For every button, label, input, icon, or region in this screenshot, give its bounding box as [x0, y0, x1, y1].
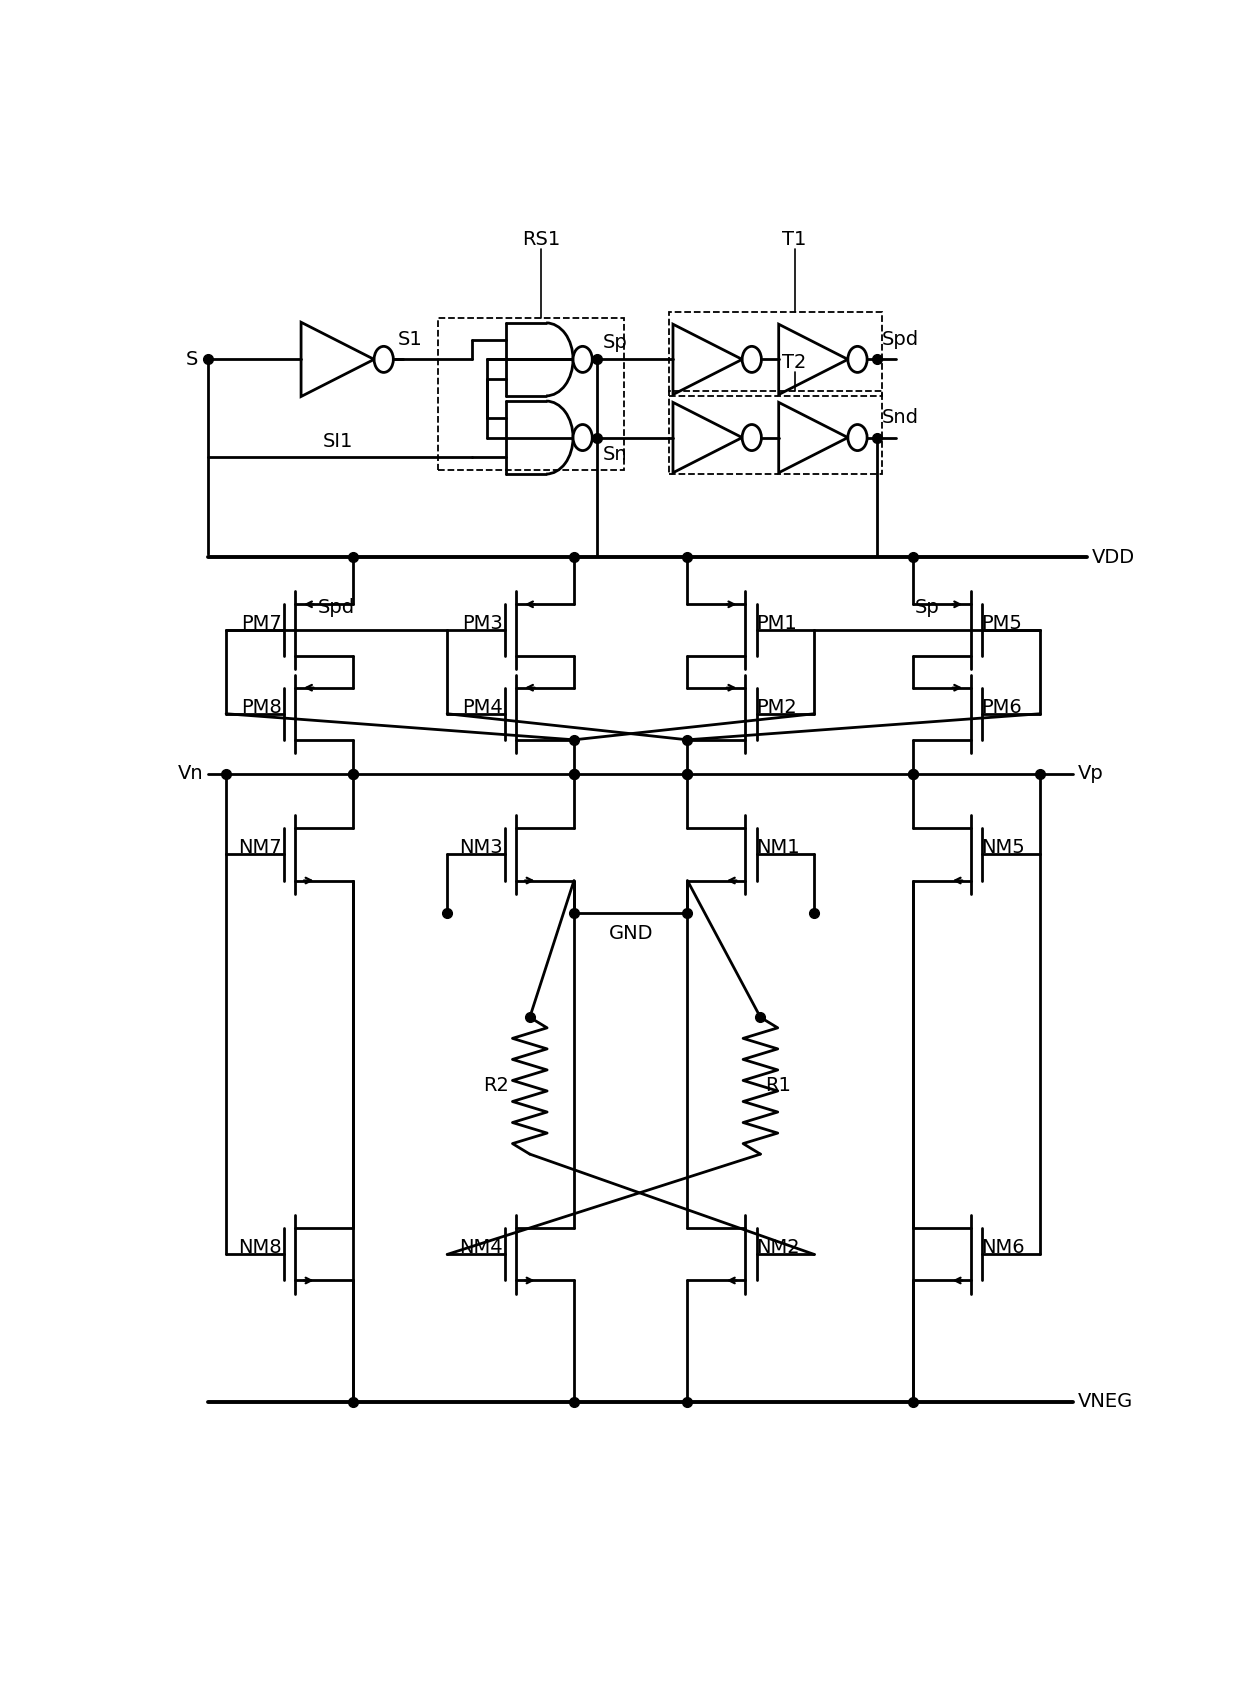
Circle shape [573, 425, 593, 450]
Text: PM1: PM1 [755, 614, 796, 633]
Text: NM7: NM7 [238, 839, 281, 858]
Text: VNEG: VNEG [1078, 1393, 1133, 1411]
Text: Vn: Vn [177, 765, 203, 783]
Text: Spd: Spd [319, 599, 355, 618]
Text: PM5: PM5 [982, 614, 1022, 633]
Text: Snd: Snd [882, 408, 919, 426]
Text: NM4: NM4 [459, 1239, 503, 1257]
Bar [670, 313, 882, 396]
Text: Vp: Vp [1078, 765, 1104, 783]
Text: GND: GND [609, 924, 653, 942]
Text: PM4: PM4 [463, 697, 503, 717]
Text: NM8: NM8 [238, 1239, 281, 1257]
Text: NM2: NM2 [755, 1239, 800, 1257]
Circle shape [374, 347, 393, 372]
Text: PM2: PM2 [755, 697, 796, 717]
Text: PM6: PM6 [982, 697, 1022, 717]
Text: PM8: PM8 [241, 697, 281, 717]
Text: PM3: PM3 [463, 614, 503, 633]
Circle shape [573, 347, 593, 372]
Circle shape [743, 425, 761, 450]
Text: SI1: SI1 [322, 433, 352, 452]
Text: RS1: RS1 [522, 230, 560, 249]
Text: Spd: Spd [882, 330, 919, 349]
Bar [439, 318, 624, 470]
Text: VDD: VDD [1092, 548, 1135, 567]
Text: Sp: Sp [915, 599, 940, 618]
Text: S: S [186, 350, 198, 369]
Circle shape [848, 425, 867, 450]
Text: T1: T1 [782, 230, 807, 249]
Text: R1: R1 [765, 1076, 791, 1095]
Text: NM5: NM5 [982, 839, 1025, 858]
Circle shape [743, 347, 761, 372]
Text: Sp: Sp [603, 333, 627, 352]
Circle shape [848, 347, 867, 372]
Text: Sn: Sn [603, 445, 627, 464]
Text: NM1: NM1 [755, 839, 800, 858]
Text: PM7: PM7 [241, 614, 281, 633]
Text: NM6: NM6 [982, 1239, 1025, 1257]
Text: S1: S1 [398, 330, 423, 349]
Text: T2: T2 [782, 354, 807, 372]
Bar [670, 391, 882, 474]
Text: R2: R2 [482, 1076, 508, 1095]
Text: NM3: NM3 [459, 839, 503, 858]
